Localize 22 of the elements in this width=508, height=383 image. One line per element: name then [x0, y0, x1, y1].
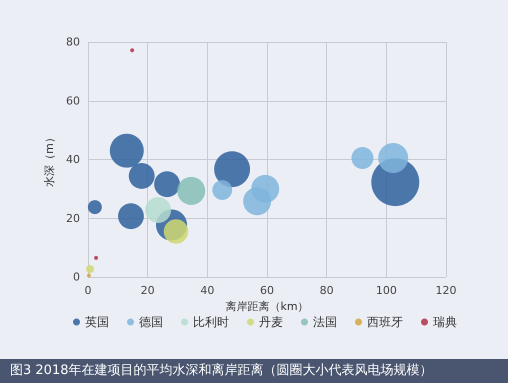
x-tick-label: 80 — [320, 284, 334, 297]
legend-label: 丹麦 — [259, 315, 283, 329]
legend-label: 西班牙 — [367, 315, 403, 329]
legend-label: 比利时 — [193, 315, 229, 329]
x-tick-label: 100 — [376, 284, 397, 297]
legend-label: 德国 — [139, 315, 163, 329]
y-tick-label: 80 — [66, 36, 80, 48]
x-tick-label: 120 — [436, 284, 456, 297]
y-tick-label: 0 — [73, 270, 80, 284]
y-tick-label: 40 — [66, 153, 80, 166]
y-tick-label: 20 — [66, 212, 80, 225]
x-axis-title: 离岸距离（km） — [225, 300, 309, 313]
x-tick-label: 40 — [200, 284, 214, 297]
x-tick-label: 0 — [84, 284, 92, 297]
legend-label: 瑞典 — [433, 315, 457, 329]
x-tick-label: 20 — [140, 284, 155, 297]
legend-label: 英国 — [85, 315, 109, 329]
text: 图3 2018年在建项目的平均水深和离岸距离（圆圈大小代表风电场规模） — [0, 359, 508, 383]
legend-label: 法国 — [313, 315, 337, 329]
y-tick-label: 60 — [66, 94, 80, 108]
y-axis-title: 水深（m） — [43, 132, 56, 187]
x-tick-label: 60 — [260, 284, 274, 297]
